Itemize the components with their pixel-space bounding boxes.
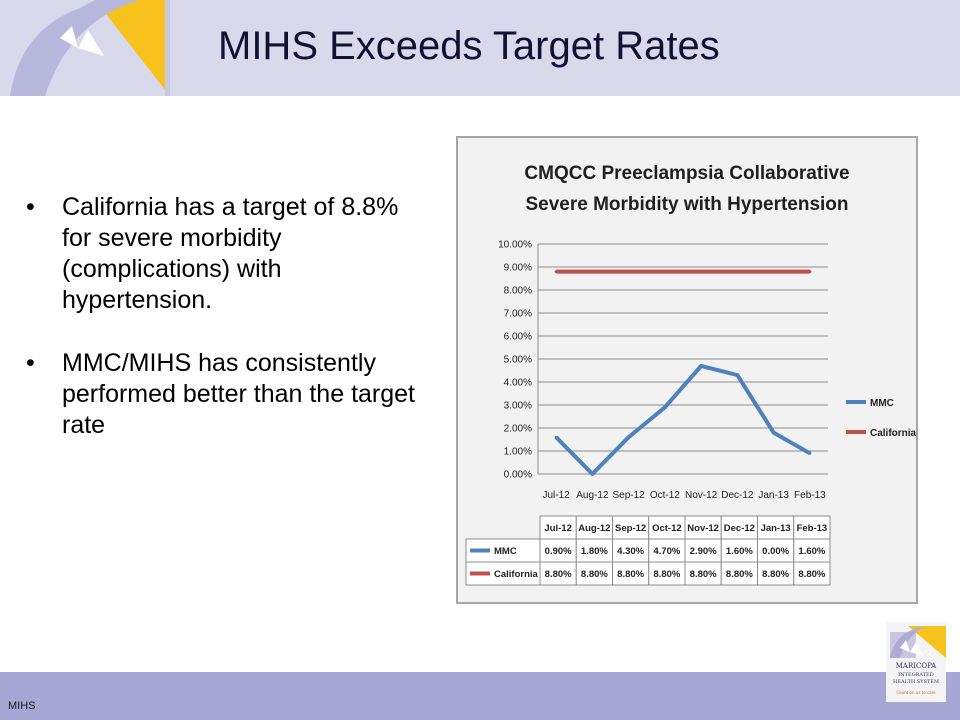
table-header-text: Nov-12 [687, 523, 719, 534]
data-point [808, 451, 812, 455]
table-cell-text: 8.80% [581, 569, 608, 580]
logo-text-line: Count on us to care [896, 690, 936, 695]
table-header-text: Oct-12 [652, 523, 682, 534]
chart-plot: 0.00% 1.00% 2.00% 3.00% 4.00% 5.00% 6.00% 7.00%… [465, 240, 916, 586]
x-tick-label: Dec-12 [721, 490, 754, 501]
bullet-list: • California has a target of 8.8% for se… [26, 192, 426, 473]
chart-title-line: CMQCC Preeclampsia Collaborative [524, 163, 850, 184]
data-point [627, 435, 631, 439]
bullet-text: MMC/MIHS has consistently performed bett… [62, 349, 415, 439]
y-tick-label: 2.00% [504, 424, 532, 435]
y-tick-label: 6.00% [504, 332, 532, 343]
chart-frame: CMQCC Preeclampsia Collaborative Severe … [456, 136, 918, 604]
slide-title: MIHS Exceeds Target Rates [218, 24, 720, 68]
table-cell-text: 1.60% [726, 546, 753, 557]
logo-text-line: HEALTH SYSTEM [893, 679, 939, 685]
table-cell-text: 8.80% [726, 569, 753, 580]
table-cell-text: 1.60% [798, 546, 825, 557]
table-cell-text: 0.00% [762, 546, 789, 557]
table-cell-text: 8.80% [690, 569, 717, 580]
x-tick-label: Jul-12 [543, 490, 571, 501]
x-tick-label: Nov-12 [685, 490, 718, 501]
bullet-item: • California has a target of 8.8% for se… [26, 192, 426, 316]
table-header-text: Jan-13 [761, 523, 791, 534]
table-header-text: Aug-12 [578, 523, 610, 534]
maricopa-logo-graphic: MARICOPA INTEGRATED HEALTH SYSTEM Count … [890, 626, 946, 695]
data-point [735, 270, 739, 274]
logo-text-line: INTEGRATED [898, 672, 933, 678]
bullet-text: California has a target of 8.8% for seve… [62, 193, 399, 314]
data-point [699, 270, 703, 274]
data-point [590, 472, 594, 476]
data-point [808, 270, 812, 274]
y-tick-label: 5.00% [504, 355, 532, 366]
table-row-label: California [494, 569, 539, 580]
data-point [772, 431, 776, 435]
x-tick-label: Feb-13 [794, 490, 826, 501]
y-tick-label: 1.00% [504, 447, 532, 458]
table-cell-text: 4.30% [617, 546, 644, 557]
logo-text-line: MARICOPA [896, 662, 937, 670]
table-header-text: Jul-12 [544, 523, 571, 534]
series-line [554, 363, 811, 476]
table-header-text: Sep-12 [615, 523, 646, 534]
bullet-item: • MMC/MIHS has consistently performed be… [26, 348, 426, 441]
footer-band [0, 672, 960, 720]
y-tick-label: 9.00% [504, 263, 532, 274]
table-cell-text: 8.80% [545, 569, 572, 580]
table-cell-text: 0.90% [545, 546, 572, 557]
table-cell-text: 8.80% [762, 569, 789, 580]
table-cell-text: 8.80% [617, 569, 644, 580]
table-cell-text: 8.80% [798, 569, 825, 580]
x-tick-label: Sep-12 [613, 490, 646, 501]
data-point [735, 373, 739, 377]
chart-title: CMQCC Preeclampsia Collaborative Severe … [458, 158, 916, 220]
table-cell [793, 561, 831, 586]
y-tick-label: 3.00% [504, 401, 532, 412]
y-tick-label: 7.00% [504, 309, 532, 320]
data-point [627, 270, 631, 274]
data-point [663, 405, 667, 409]
table-row-label: MMC [494, 546, 517, 557]
bullet-dot-icon: • [26, 193, 35, 221]
table-cell-text: 8.80% [653, 569, 680, 580]
maricopa-logo: MARICOPA INTEGRATED HEALTH SYSTEM Count … [886, 622, 946, 702]
data-point [699, 364, 703, 368]
legend-label: California [870, 428, 916, 439]
y-tick-label: 0.00% [504, 470, 532, 481]
y-tick-label: 10.00% [498, 240, 532, 251]
table-header-text: Feb-13 [797, 523, 828, 534]
legend-label: MMC [870, 398, 894, 409]
bullet-dot-icon: • [26, 349, 35, 377]
table-header-text: Dec-12 [724, 523, 755, 534]
data-point [772, 270, 776, 274]
data-point [554, 435, 558, 439]
x-tick-label: Aug-12 [576, 490, 609, 501]
data-point [590, 270, 594, 274]
x-tick-label: Oct-12 [650, 490, 680, 501]
data-point [663, 270, 667, 274]
table-cell-text: 4.70% [653, 546, 680, 557]
header-logo-graphic [10, 0, 170, 96]
footer-label: MIHS [8, 700, 36, 712]
y-tick-label: 4.00% [504, 378, 532, 389]
data-point [554, 270, 558, 274]
chart-title-line: Severe Morbidity with Hypertension [525, 194, 849, 215]
y-tick-label: 8.00% [504, 286, 532, 297]
table-cell-text: 1.80% [581, 546, 608, 557]
x-tick-label: Jan-13 [758, 490, 789, 501]
table-cell-text: 2.90% [690, 546, 717, 557]
